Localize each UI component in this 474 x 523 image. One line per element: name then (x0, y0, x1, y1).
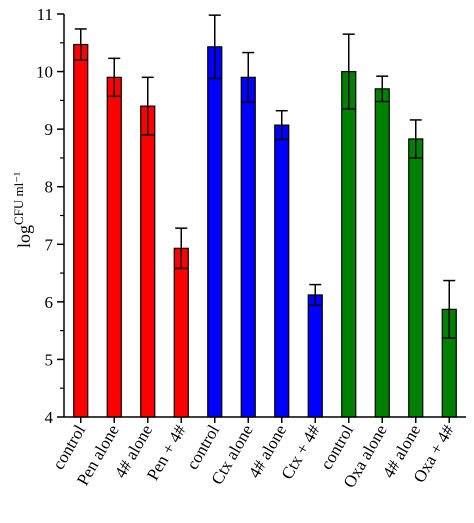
bar (408, 138, 424, 418)
bar (240, 76, 256, 418)
y-tick-label: 4 (45, 408, 54, 427)
y-tick-label: 7 (45, 235, 54, 254)
y-tick-label: 6 (45, 293, 54, 312)
bar (73, 43, 89, 418)
y-tick-label: 5 (45, 350, 54, 369)
axes-layer (63, 14, 466, 418)
bars-layer (73, 43, 457, 418)
bar (374, 88, 390, 418)
bar (173, 247, 189, 418)
y-ticks-layer: 4 5 6 7 8 9 10 11 (36, 5, 64, 427)
y-tick-label: 11 (37, 5, 53, 24)
bar (274, 124, 290, 418)
bar (307, 294, 323, 418)
y-tick-label: 8 (45, 178, 54, 197)
y-tick-label: 10 (36, 63, 53, 82)
bar (341, 70, 357, 418)
y-axis-title-base: log (14, 225, 34, 248)
bar (106, 76, 122, 418)
y-axis-title-superscript: CFU ml⁻¹ (11, 172, 26, 225)
y-tick-label: 9 (45, 120, 54, 139)
bar (140, 105, 156, 418)
y-axis-title: logCFU ml⁻¹ (11, 172, 34, 248)
bar (207, 46, 223, 418)
error-bars-layer (74, 14, 456, 339)
